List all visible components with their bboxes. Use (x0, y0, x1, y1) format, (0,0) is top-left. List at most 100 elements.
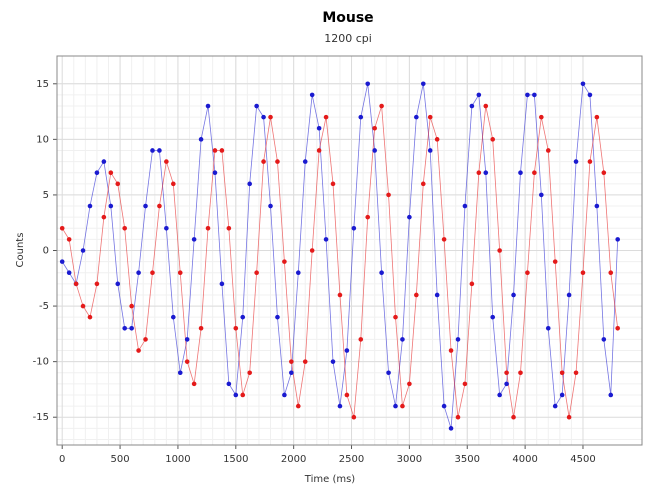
data-point (580, 270, 586, 276)
data-point (427, 114, 433, 120)
data-point (101, 214, 107, 220)
x-tick-label: 2000 (281, 454, 306, 465)
data-point (594, 203, 600, 209)
data-point (115, 181, 121, 187)
data-point (191, 381, 197, 387)
data-point (101, 159, 107, 164)
data-point (420, 81, 426, 87)
data-point (337, 292, 343, 298)
data-point (420, 181, 426, 187)
data-point (143, 337, 148, 342)
data-point (164, 159, 169, 164)
data-point (469, 103, 475, 109)
data-point (275, 159, 280, 164)
data-point (157, 203, 162, 209)
data-point (511, 292, 516, 298)
y-tick-label: -5 (39, 301, 49, 312)
data-point (330, 359, 336, 364)
data-point (504, 370, 509, 376)
data-point (414, 114, 419, 120)
data-point (400, 337, 405, 342)
data-point (66, 237, 72, 242)
data-point (323, 237, 329, 242)
data-point (164, 225, 169, 231)
data-point (587, 92, 593, 98)
data-point (247, 181, 252, 187)
data-point (580, 81, 586, 87)
y-tick-label: 0 (43, 246, 49, 257)
data-point (490, 314, 496, 320)
x-tick-label: 3500 (455, 454, 480, 465)
data-point (219, 281, 225, 287)
x-tick-label: 4500 (570, 454, 595, 465)
data-point (434, 137, 440, 142)
data-point (129, 326, 134, 331)
data-point (87, 314, 93, 320)
data-point (539, 192, 544, 198)
data-point (261, 114, 266, 120)
data-point (372, 125, 377, 131)
data-point (566, 292, 572, 298)
data-point (122, 225, 128, 231)
data-point (434, 292, 440, 298)
data-point (497, 248, 502, 253)
data-point (205, 225, 211, 231)
data-point (261, 159, 266, 164)
data-point (191, 237, 197, 242)
data-point (150, 270, 155, 276)
data-point (407, 381, 412, 387)
data-point (73, 281, 79, 287)
data-point (539, 114, 544, 120)
x-axis-label: Time (ms) (304, 474, 356, 485)
data-point (455, 414, 461, 420)
y-axis-label: Counts (15, 233, 26, 268)
chart-subtitle: 1200 cpi (324, 32, 372, 45)
data-point (129, 303, 134, 309)
y-tick-label: 10 (36, 134, 49, 145)
data-point (171, 181, 176, 187)
data-point (601, 337, 607, 342)
data-point (483, 103, 489, 109)
data-point (316, 148, 322, 153)
x-tick-label: 0 (59, 454, 65, 465)
data-point (462, 203, 468, 209)
chart-title: Mouse (322, 10, 373, 26)
data-point (108, 170, 114, 175)
data-point (552, 259, 558, 264)
data-point (372, 148, 377, 153)
data-point (226, 225, 232, 231)
data-point (122, 326, 128, 331)
data-point (448, 426, 454, 431)
data-point (337, 403, 343, 409)
data-point (476, 170, 482, 175)
data-point (212, 148, 218, 153)
data-point (309, 92, 315, 98)
data-point (393, 403, 398, 409)
data-point (115, 281, 121, 287)
y-tick-label: -15 (33, 412, 49, 423)
data-point (143, 203, 148, 209)
data-point (441, 237, 447, 242)
data-point (532, 170, 537, 175)
data-point (594, 114, 600, 120)
y-tick-label: 15 (36, 79, 49, 90)
data-point (157, 148, 162, 153)
data-point (351, 225, 357, 231)
data-point (427, 148, 433, 153)
data-point (219, 148, 225, 153)
data-point (386, 370, 391, 376)
x-tick-label: 4000 (512, 454, 537, 465)
data-point (289, 359, 294, 364)
data-point (184, 337, 190, 342)
data-point (511, 414, 516, 420)
data-point (407, 214, 412, 220)
data-point (302, 359, 308, 364)
data-point (559, 370, 565, 376)
data-point (94, 170, 100, 175)
data-point (615, 237, 620, 242)
data-point (441, 403, 447, 409)
data-point (295, 270, 301, 276)
data-point (302, 159, 308, 164)
data-point (344, 392, 350, 398)
data-point (240, 314, 246, 320)
